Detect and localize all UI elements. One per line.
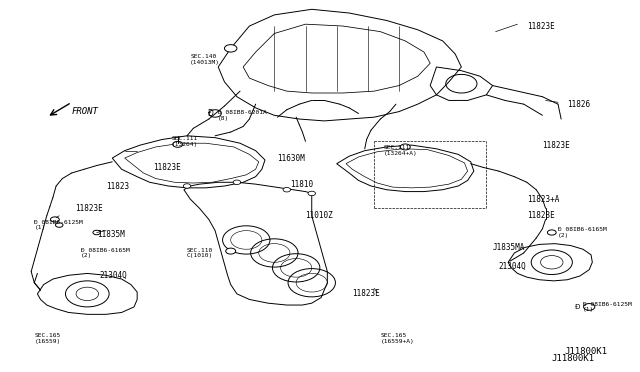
Text: Ð 08IB6-6165M
(2): Ð 08IB6-6165M (2) bbox=[81, 247, 130, 259]
Circle shape bbox=[173, 141, 182, 147]
Text: Ð 08IB6-6165M
(2): Ð 08IB6-6165M (2) bbox=[558, 227, 607, 238]
Text: SEC.111
(13264+A): SEC.111 (13264+A) bbox=[383, 145, 417, 156]
Text: Ð 08IB6-6125M
(1): Ð 08IB6-6125M (1) bbox=[583, 301, 632, 312]
Text: SEC.111
(13264): SEC.111 (13264) bbox=[172, 136, 198, 147]
Text: Ð: Ð bbox=[575, 304, 580, 310]
Text: SEC.165
(16559+A): SEC.165 (16559+A) bbox=[380, 333, 414, 344]
Circle shape bbox=[400, 144, 410, 150]
Text: SEC.165
(16559): SEC.165 (16559) bbox=[35, 333, 61, 344]
Text: 11823E: 11823E bbox=[153, 163, 180, 172]
Circle shape bbox=[56, 223, 63, 227]
Text: SEC.140
(14013M): SEC.140 (14013M) bbox=[190, 54, 220, 65]
Text: J11800K1: J11800K1 bbox=[552, 354, 595, 363]
Circle shape bbox=[584, 304, 595, 310]
Text: 11823E: 11823E bbox=[352, 289, 380, 298]
Text: 11823: 11823 bbox=[106, 182, 129, 190]
Text: 11810: 11810 bbox=[290, 180, 313, 189]
Text: 11826: 11826 bbox=[568, 100, 591, 109]
Text: 11823E: 11823E bbox=[543, 141, 570, 150]
Text: 21304Q: 21304Q bbox=[100, 271, 127, 280]
Circle shape bbox=[226, 248, 236, 254]
Circle shape bbox=[547, 230, 556, 235]
Text: Ð 08IB8-6201A
(8): Ð 08IB8-6201A (8) bbox=[218, 110, 267, 121]
Text: 21304Q: 21304Q bbox=[499, 262, 527, 270]
Text: 11823+A: 11823+A bbox=[527, 195, 559, 203]
Text: Ð: Ð bbox=[208, 109, 214, 118]
Text: 11823E: 11823E bbox=[75, 204, 102, 213]
Circle shape bbox=[93, 230, 100, 235]
Text: J1835MA: J1835MA bbox=[493, 243, 525, 252]
Text: 11823E: 11823E bbox=[527, 211, 555, 220]
Circle shape bbox=[225, 45, 237, 52]
Circle shape bbox=[308, 191, 316, 196]
Text: 11630M: 11630M bbox=[278, 154, 305, 163]
Circle shape bbox=[209, 110, 221, 117]
Text: FRONT: FRONT bbox=[72, 107, 99, 116]
Text: SEC.110
C(1010): SEC.110 C(1010) bbox=[187, 247, 213, 259]
Circle shape bbox=[283, 187, 291, 192]
Text: Ð 08IB6-6125M
(1): Ð 08IB6-6125M (1) bbox=[35, 219, 83, 231]
Text: 11823E: 11823E bbox=[527, 22, 555, 31]
Circle shape bbox=[51, 217, 60, 222]
Text: 11010Z: 11010Z bbox=[305, 211, 333, 220]
Circle shape bbox=[183, 184, 191, 188]
Circle shape bbox=[233, 180, 241, 185]
Text: 11835M: 11835M bbox=[97, 230, 124, 239]
Text: J11800K1: J11800K1 bbox=[564, 347, 607, 356]
